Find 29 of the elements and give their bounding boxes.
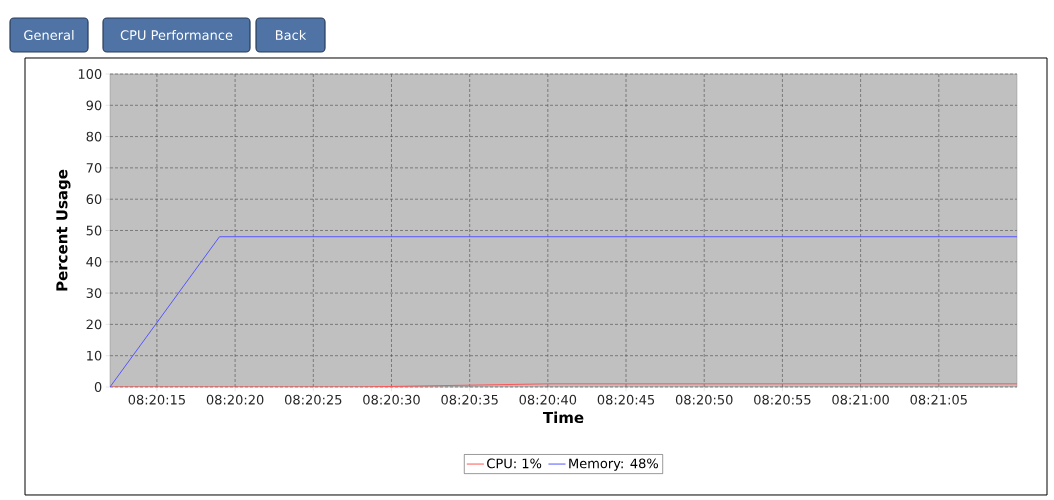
y-tick-label: 40	[86, 256, 102, 267]
y-tick-label: 60	[86, 194, 102, 205]
y-tick-label: 100	[78, 69, 102, 79]
x-tick-label: 08:20:45	[597, 394, 655, 405]
y-tick-label: 90	[86, 100, 102, 111]
text: CPU Performance	[120, 29, 233, 41]
y-tick-label: 30	[86, 288, 102, 299]
x-tick-label: 08:20:55	[754, 394, 811, 405]
x-tick-label: 08:20:25	[284, 394, 342, 405]
text: General	[24, 29, 74, 41]
y-tick-label: 80	[86, 131, 102, 142]
legend-label: Memory: 48%	[569, 458, 658, 471]
y-tick-label: 0	[94, 382, 102, 392]
x-tick-label: 08:20:40	[519, 394, 577, 405]
y-tick-label: 20	[86, 319, 102, 330]
y-tick-label: 10	[87, 350, 102, 361]
y-axis-title: Percent Usage	[56, 169, 71, 291]
x-tick-label: 08:20:50	[675, 394, 733, 405]
x-axis-title: Time	[543, 411, 584, 424]
x-tick-label: 08:21:00	[832, 394, 889, 405]
x-tick-label: 08:20:15	[128, 394, 185, 405]
y-tick-label: 50	[86, 225, 102, 236]
x-tick-label: 08:20:30	[363, 394, 420, 405]
text: Back	[276, 29, 307, 41]
x-tick-label: 08:21:05	[910, 394, 967, 405]
x-tick-label: 08:20:35	[441, 394, 498, 405]
x-tick-label: 08:20:20	[206, 394, 264, 405]
legend-label: CPU: 1%	[487, 458, 542, 469]
y-tick-label: 70	[86, 162, 102, 173]
